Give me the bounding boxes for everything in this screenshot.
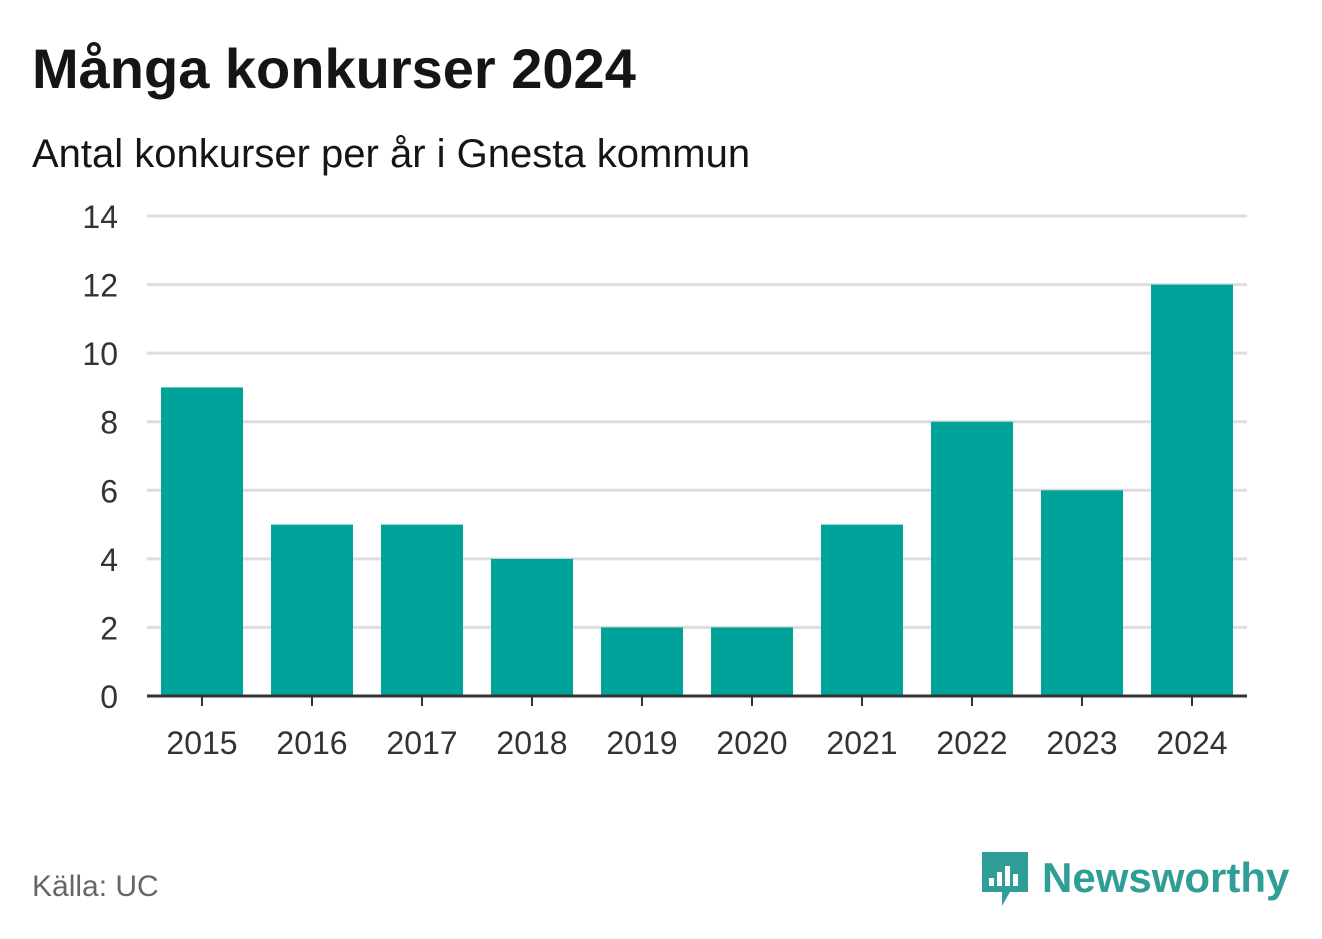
y-tick-label: 14 (82, 199, 118, 235)
bar-2015 (161, 387, 243, 696)
bar-2020 (711, 627, 793, 696)
x-tick-label: 2020 (716, 725, 787, 761)
x-tick-label: 2021 (826, 725, 897, 761)
bar-2016 (271, 524, 353, 696)
bar-chart: 0 2 4 6 8 10 12 14 2015 2016 2017 2018 2019 2020 2021 2… (82, 199, 1247, 761)
x-tick-label: 2017 (386, 725, 457, 761)
y-tick-label: 0 (100, 679, 118, 715)
x-tick-label: 2018 (496, 725, 567, 761)
y-tick-label: 2 (100, 610, 118, 646)
brand-logo: Newsworthy (980, 848, 1289, 908)
bar-2024 (1151, 284, 1233, 696)
bar-chart-speech-bubble-icon (982, 852, 1028, 906)
chart-subtitle: Antal konkurser per år i Gnesta kommun (32, 132, 751, 176)
x-tick-label: 2016 (276, 725, 347, 761)
y-tick-label: 12 (82, 268, 118, 304)
bar-2022 (931, 421, 1013, 696)
bar-2023 (1041, 490, 1123, 696)
source-label: Källa: UC (32, 870, 159, 903)
x-tick-label: 2024 (1156, 725, 1227, 761)
bar-2019 (601, 627, 683, 696)
y-tick-label: 6 (100, 473, 118, 509)
bar-2021 (821, 524, 903, 696)
bar-2018 (491, 558, 573, 696)
chart-title: Många konkurser 2024 (32, 37, 636, 100)
brand-name: Newsworthy (1042, 854, 1290, 901)
bar-2017 (381, 524, 463, 696)
y-tick-label: 8 (100, 405, 118, 441)
x-tick-label: 2023 (1046, 725, 1117, 761)
x-tick-label: 2015 (166, 725, 237, 761)
y-tick-label: 10 (82, 336, 118, 372)
x-tick-label: 2019 (606, 725, 677, 761)
x-tick-label: 2022 (936, 725, 1007, 761)
y-tick-label: 4 (100, 542, 118, 578)
